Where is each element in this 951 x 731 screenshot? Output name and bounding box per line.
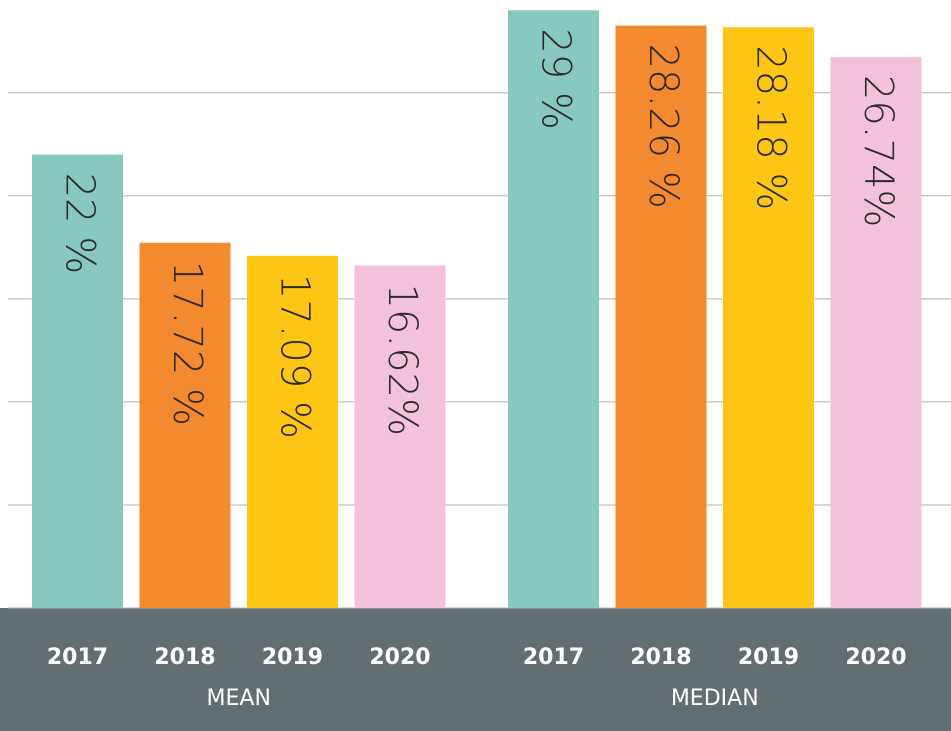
value-label: 17.72 %: [164, 261, 210, 426]
value-label: 28.26 %: [640, 44, 686, 209]
bar: [32, 154, 123, 608]
bar: [615, 25, 707, 608]
x-tick-label: 2017: [47, 645, 108, 670]
x-tick-label: 2018: [630, 645, 691, 670]
bar: [139, 242, 231, 609]
x-tick-label: 2018: [154, 645, 215, 670]
value-label: 26.74%: [855, 75, 901, 228]
group-label: MEDIAN: [671, 686, 759, 711]
group-label: MEAN: [207, 686, 271, 711]
value-label: 29 %: [533, 28, 579, 130]
value-label: 28.18 %: [748, 45, 794, 210]
bar: [508, 10, 599, 609]
bar: [723, 27, 814, 608]
value-label: 16.62%: [379, 283, 425, 436]
bar: [247, 255, 338, 608]
bar: [830, 56, 922, 608]
bar: [354, 265, 446, 608]
x-tick-label: 2020: [369, 645, 430, 670]
value-label: 22 %: [57, 173, 103, 275]
x-tick-label: 2020: [845, 645, 906, 670]
x-tick-label: 2019: [262, 645, 323, 670]
x-tick-label: 2017: [523, 645, 584, 670]
x-tick-label: 2019: [738, 645, 799, 670]
axis-band: [0, 608, 951, 731]
value-label: 17.09 %: [272, 274, 318, 439]
